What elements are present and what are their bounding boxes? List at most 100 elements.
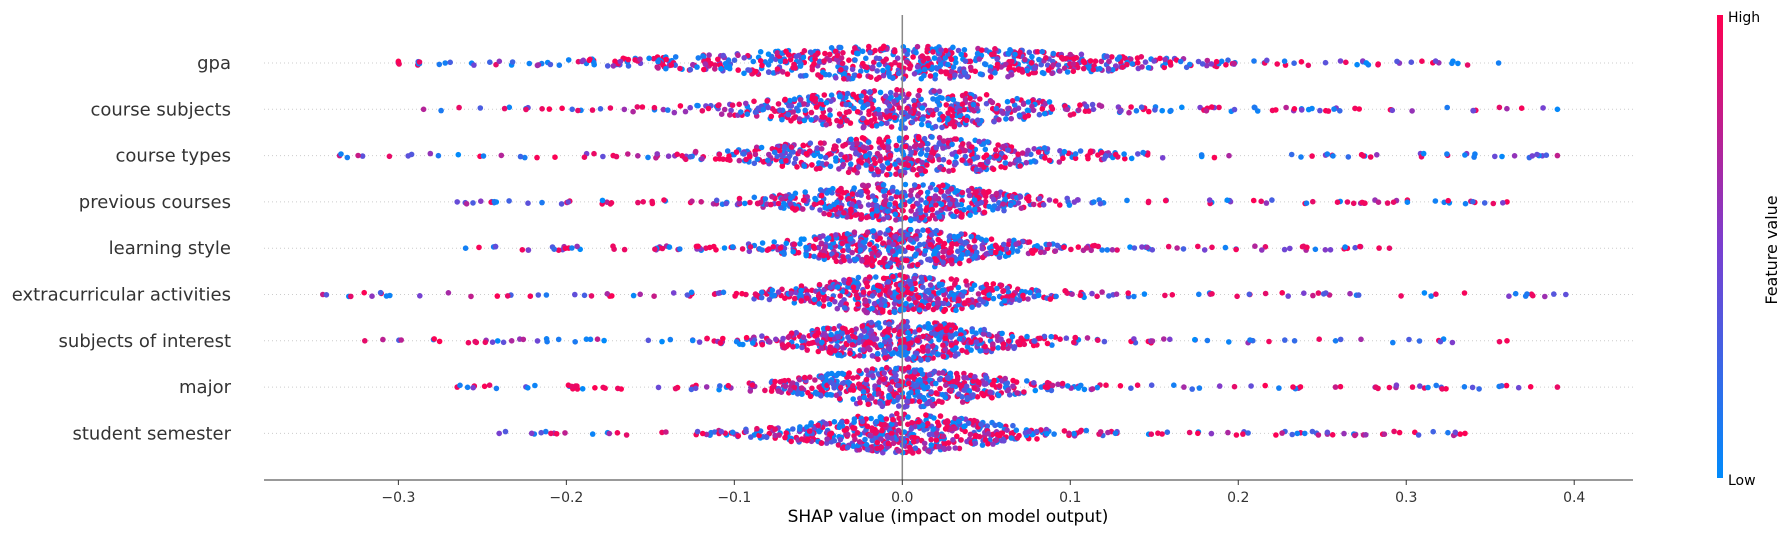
- shap-point: [993, 147, 999, 153]
- shap-point: [1262, 244, 1269, 250]
- shap-point: [591, 150, 597, 157]
- shap-point: [1162, 197, 1169, 204]
- shap-point: [993, 105, 1000, 112]
- shap-point: [955, 296, 962, 303]
- shap-point: [898, 172, 905, 179]
- shap-point: [758, 289, 765, 296]
- shap-point: [1406, 336, 1412, 343]
- shap-point: [880, 182, 887, 188]
- shap-point: [1490, 200, 1497, 207]
- shap-point: [900, 318, 907, 325]
- shap-point: [751, 160, 758, 167]
- shap-point: [803, 151, 810, 157]
- shap-point: [828, 98, 834, 104]
- shap-point: [940, 300, 947, 307]
- shap-point: [895, 157, 902, 164]
- shap-point: [1262, 382, 1268, 389]
- shap-point: [1036, 195, 1043, 202]
- shap-point: [887, 152, 894, 159]
- shap-point: [774, 66, 781, 72]
- shap-point: [1316, 336, 1322, 343]
- shap-point: [1167, 336, 1173, 343]
- shap-point: [925, 348, 931, 354]
- shap-point: [1343, 59, 1349, 66]
- shap-point: [872, 47, 878, 54]
- shap-point: [1032, 387, 1039, 394]
- shap-point: [1095, 152, 1101, 158]
- shap-point: [525, 247, 532, 253]
- shap-point: [777, 107, 783, 113]
- shap-point: [857, 247, 864, 253]
- shap-point: [995, 345, 1001, 351]
- shap-point: [747, 153, 753, 160]
- shap-point: [1310, 292, 1316, 299]
- shap-point: [1331, 106, 1337, 112]
- shap-point: [1061, 148, 1068, 155]
- shap-point: [892, 309, 898, 316]
- shap-point: [940, 113, 946, 120]
- shap-point: [1098, 58, 1105, 65]
- shap-point: [1263, 200, 1270, 206]
- shap-point: [1078, 51, 1085, 58]
- shap-point: [807, 374, 813, 381]
- shap-point: [1103, 382, 1109, 389]
- shap-point: [905, 330, 911, 336]
- shap-point: [913, 236, 920, 242]
- shap-point: [1357, 243, 1363, 250]
- shap-point: [1264, 57, 1270, 64]
- shap-point: [809, 96, 815, 102]
- shap-point: [844, 90, 851, 97]
- shap-point: [937, 164, 943, 171]
- shap-point: [958, 327, 964, 333]
- shap-point: [1009, 58, 1015, 65]
- shap-point: [801, 197, 807, 203]
- shap-point: [983, 92, 990, 98]
- shap-point: [950, 378, 957, 385]
- shap-point: [1161, 336, 1167, 342]
- shap-point: [736, 101, 742, 108]
- shap-point: [1352, 105, 1358, 112]
- shap-point: [938, 68, 944, 75]
- shap-point: [718, 66, 724, 72]
- shap-point: [812, 377, 818, 383]
- shap-point: [338, 151, 344, 157]
- shap-point: [798, 236, 805, 242]
- shap-point: [865, 139, 872, 145]
- shap-point: [968, 347, 974, 353]
- shap-point: [1048, 333, 1054, 340]
- shap-point: [639, 104, 646, 110]
- shap-point: [825, 325, 831, 332]
- shap-point: [1146, 108, 1152, 115]
- shap-point: [800, 206, 806, 212]
- shap-point: [1169, 292, 1176, 298]
- shap-point: [877, 158, 883, 164]
- shap-point: [1433, 382, 1439, 389]
- shap-point: [770, 244, 776, 250]
- shap-point: [936, 56, 942, 63]
- shap-point: [1015, 151, 1021, 157]
- shap-point: [767, 339, 773, 345]
- shap-point: [993, 153, 1000, 159]
- shap-point: [1291, 106, 1298, 112]
- shap-point: [1129, 61, 1136, 67]
- shap-point: [1258, 198, 1264, 205]
- shap-point: [816, 301, 823, 307]
- shap-point: [580, 57, 587, 64]
- shap-point: [1282, 337, 1288, 343]
- shap-point: [788, 144, 795, 150]
- shap-point: [843, 65, 849, 71]
- shap-point: [812, 236, 819, 243]
- shap-point: [962, 58, 969, 64]
- shap-point: [1461, 384, 1468, 390]
- shap-point: [912, 252, 918, 259]
- shap-point: [856, 199, 862, 206]
- shap-point: [1050, 50, 1057, 57]
- shap-point: [841, 210, 847, 216]
- shap-point: [873, 274, 879, 280]
- shap-point: [672, 54, 679, 60]
- shap-point: [1208, 104, 1215, 110]
- shap-point: [861, 328, 868, 334]
- shap-point: [727, 157, 733, 163]
- shap-point: [1192, 336, 1198, 343]
- shap-point: [1005, 387, 1012, 393]
